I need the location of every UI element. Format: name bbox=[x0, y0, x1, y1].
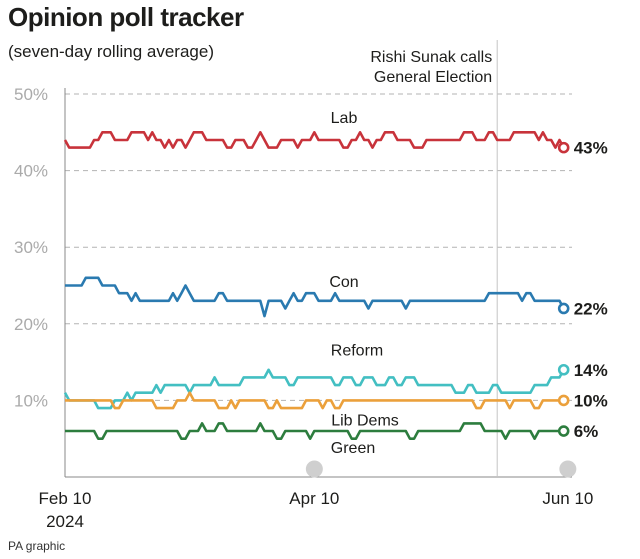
annotation-text-line1: Rishi Sunak calls bbox=[370, 49, 492, 66]
end-value-green: 6% bbox=[574, 422, 599, 441]
x-tick-label: Jun 10 bbox=[542, 489, 593, 508]
chart-title: Opinion poll tracker bbox=[8, 2, 244, 32]
series-lines bbox=[63, 131, 570, 441]
y-tick-label-30: 30% bbox=[14, 238, 48, 257]
series-labels: 43% Lab 22% Con 14% Reform 10% Lib Dems 6% Green bbox=[329, 110, 607, 457]
x-tick-label-year: 2024 bbox=[46, 512, 84, 531]
end-marker-lab bbox=[557, 141, 570, 154]
credit-text: PA graphic bbox=[8, 539, 66, 553]
x-tick-marker bbox=[305, 460, 323, 478]
y-tick-label-20: 20% bbox=[14, 315, 48, 334]
end-value-reform: 14% bbox=[574, 361, 608, 380]
x-tick-label: Feb 10 bbox=[39, 489, 92, 508]
series-label-con: Con bbox=[329, 274, 358, 291]
y-tick-label-40: 40% bbox=[14, 162, 48, 181]
x-tick-marker bbox=[559, 460, 577, 478]
series-line-lab bbox=[63, 131, 565, 149]
end-value-con: 22% bbox=[574, 299, 608, 318]
end-value-lib-dems: 10% bbox=[574, 391, 608, 410]
y-tick-label-50: 50% bbox=[14, 85, 48, 104]
series-line-reform bbox=[63, 368, 565, 410]
chart-subtitle: (seven-day rolling average) bbox=[8, 42, 214, 61]
series-label-lab: Lab bbox=[331, 110, 358, 127]
end-marker-green bbox=[557, 425, 570, 437]
end-marker-reform bbox=[557, 363, 570, 376]
y-tick-label-10: 10% bbox=[14, 391, 48, 410]
end-marker-lib-dems bbox=[557, 394, 570, 407]
series-label-reform: Reform bbox=[331, 342, 383, 359]
annotation-text-line2: General Election bbox=[374, 69, 492, 86]
series-label-green: Green bbox=[331, 440, 375, 457]
annotation: Rishi Sunak calls General Election bbox=[370, 40, 498, 477]
end-marker-con bbox=[557, 302, 570, 315]
x-tick-label: Apr 10 bbox=[289, 489, 339, 508]
series-line-con bbox=[65, 276, 565, 318]
series-line-lib-dems bbox=[65, 391, 564, 410]
axes: 10% 20% 30% 40% 50% Feb 10 2024 Apr 10 Jun 10 bbox=[14, 85, 593, 531]
end-value-lab: 43% bbox=[574, 139, 608, 158]
series-line-green bbox=[65, 422, 564, 441]
series-label-lib-dems: Lib Dems bbox=[331, 412, 399, 429]
